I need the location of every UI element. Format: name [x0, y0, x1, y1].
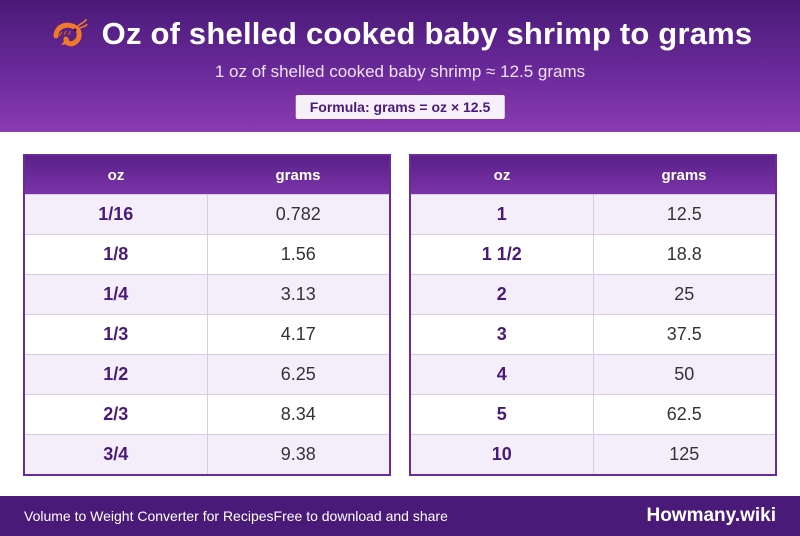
grams-cell: 12.5 [666, 204, 702, 224]
conversion-table-small: oz grams 1/16 0.782 1/8 1.56 1/4 3.13 1/3 4.… [23, 154, 391, 476]
table-body: 1/16 0.782 1/8 1.56 1/4 3.13 1/3 4.17 1/2 6.2… [25, 194, 389, 474]
oz-cell: 10 [411, 435, 594, 474]
oz-cell: 3 [411, 315, 594, 354]
table-row: 2/3 8.34 [25, 394, 389, 434]
grams-cell: 62.5 [666, 404, 702, 424]
oz-cell: 4 [411, 355, 594, 394]
grams-cell: 50 [674, 364, 695, 384]
formula-badge: Formula: grams = oz × 12.5 [295, 95, 505, 119]
grams-cell: 37.5 [666, 324, 702, 344]
conversion-subtitle: 1 oz of shelled cooked baby shrimp ≈ 12.… [214, 62, 586, 81]
grams-cell: 6.25 [280, 364, 316, 384]
oz-cell: 5 [411, 395, 594, 434]
table-row: 1/2 6.25 [25, 354, 389, 394]
grams-cell: 8.34 [280, 404, 316, 424]
column-header-grams: grams [275, 166, 321, 184]
shrimp-icon [48, 14, 88, 54]
table-row: 10 125 [411, 434, 775, 474]
column-header-grams: grams [661, 166, 707, 184]
oz-cell: 1/3 [25, 315, 208, 354]
grams-cell: 18.8 [666, 244, 702, 264]
grams-cell: 0.782 [275, 204, 321, 224]
footer-bar: Volume to Weight Converter for Recipes F… [0, 496, 800, 536]
table-row: 1 12.5 [411, 194, 775, 234]
grams-cell: 25 [674, 284, 695, 304]
grams-cell: 125 [669, 444, 700, 464]
table-row: 4 50 [411, 354, 775, 394]
grams-cell: 4.17 [280, 324, 316, 344]
table-row: 3 37.5 [411, 314, 775, 354]
table-row: 1/8 1.56 [25, 234, 389, 274]
title-row: Oz of shelled cooked baby shrimp to gram… [0, 14, 800, 54]
table-row: 1/16 0.782 [25, 194, 389, 234]
brand-logo[interactable]: Howmany.wiki [646, 505, 776, 526]
conversion-table-large: oz grams 1 12.5 1 1/2 18.8 2 25 3 37.5 4 50 5… [409, 154, 777, 476]
oz-cell: 1 1/2 [411, 235, 594, 274]
footer-converter-link[interactable]: Volume to Weight Converter for Recipes [24, 508, 274, 524]
header-banner: Oz of shelled cooked baby shrimp to gram… [0, 0, 800, 132]
table-row: 2 25 [411, 274, 775, 314]
oz-cell: 3/4 [25, 435, 208, 474]
column-header-oz: oz [107, 166, 125, 184]
oz-cell: 1/8 [25, 235, 208, 274]
table-body: 1 12.5 1 1/2 18.8 2 25 3 37.5 4 50 5 62.5 10 12… [411, 194, 775, 474]
oz-cell: 1/2 [25, 355, 208, 394]
oz-cell: 1/4 [25, 275, 208, 314]
table-row: 1/3 4.17 [25, 314, 389, 354]
table-row: 1 1/2 18.8 [411, 234, 775, 274]
table-row: 5 62.5 [411, 394, 775, 434]
table-row: 1/4 3.13 [25, 274, 389, 314]
table-row: 3/4 9.38 [25, 434, 389, 474]
page-title: Oz of shelled cooked baby shrimp to gram… [101, 16, 753, 51]
table-header: oz grams [25, 156, 389, 194]
column-header-oz: oz [493, 166, 511, 184]
oz-cell: 2/3 [25, 395, 208, 434]
table-header: oz grams [411, 156, 775, 194]
footer-share-text: Free to download and share [273, 508, 448, 524]
grams-cell: 1.56 [280, 244, 316, 264]
oz-cell: 2 [411, 275, 594, 314]
oz-cell: 1/16 [25, 195, 208, 234]
grams-cell: 9.38 [280, 444, 316, 464]
grams-cell: 3.13 [280, 284, 316, 304]
oz-cell: 1 [411, 195, 594, 234]
